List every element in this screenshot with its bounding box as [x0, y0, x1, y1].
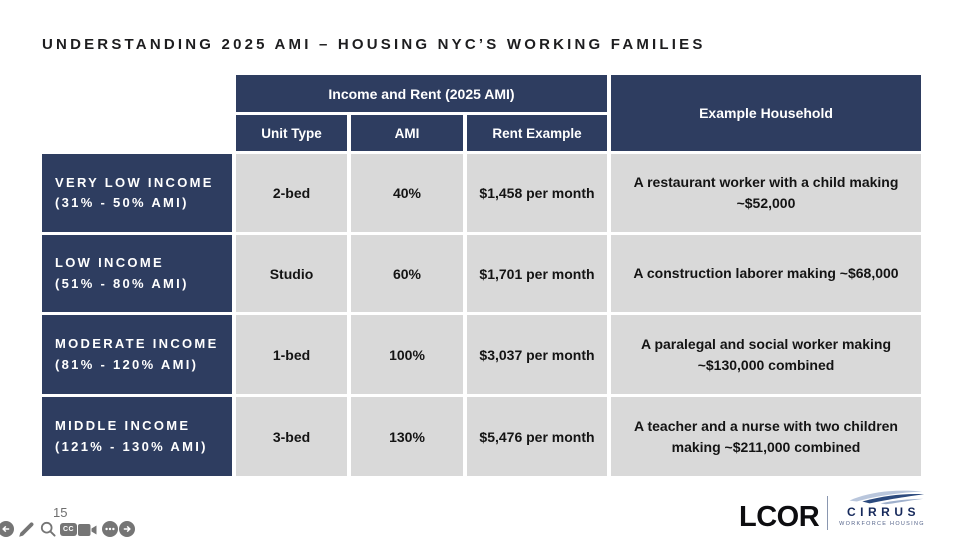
cell-example-household: A paralegal and social worker making ~$1… — [611, 315, 921, 394]
zoom-button[interactable] — [40, 521, 57, 538]
cell-example-household: A construction laborer making ~$68,000 — [611, 235, 921, 312]
table-header-ami: AMI — [351, 115, 463, 151]
previous-arrow-icon — [0, 521, 14, 537]
cell-unit-type: 3-bed — [236, 397, 347, 476]
row-label-low-income: LOW INCOME (51% - 80% AMI) — [42, 235, 232, 312]
more-dots-icon — [102, 521, 118, 537]
table-header-rent-example: Rent Example — [467, 115, 607, 151]
ami-table: Income and Rent (2025 AMI) Example House… — [42, 75, 921, 476]
pencil-icon — [19, 522, 34, 537]
cell-ami: 60% — [351, 235, 463, 312]
table-corner-spacer — [42, 75, 232, 151]
cell-rent: $1,701 per month — [467, 235, 607, 312]
page-number: 15 — [53, 505, 68, 520]
next-slide-button[interactable] — [119, 521, 136, 538]
pen-tool-button[interactable] — [18, 521, 35, 538]
row-label-moderate-income: MODERATE INCOME (81% - 120% AMI) — [42, 315, 232, 394]
video-camera-icon — [78, 524, 97, 536]
row-label-range: (51% - 80% AMI) — [55, 275, 189, 291]
cell-rent: $5,476 per month — [467, 397, 607, 476]
row-label-name: MODERATE INCOME — [55, 336, 219, 352]
row-label-name: LOW INCOME — [55, 255, 164, 271]
row-label-range: (81% - 120% AMI) — [55, 356, 199, 372]
lcor-logo: LCOR — [739, 501, 820, 533]
cirrus-cloud-swoosh-icon — [849, 490, 925, 505]
row-label-middle-income: MIDDLE INCOME (121% - 130% AMI) — [42, 397, 232, 476]
row-label-name: VERY LOW INCOME — [55, 174, 214, 190]
previous-slide-button[interactable] — [0, 521, 15, 538]
cell-unit-type: 2-bed — [236, 154, 347, 232]
table-header-example-household: Example Household — [611, 75, 921, 151]
cirrus-logo: CIRRUS WORKFORCE HOUSING — [836, 487, 928, 527]
closed-captions-icon: CC — [62, 526, 75, 533]
cell-rent: $3,037 per month — [467, 315, 607, 394]
slide-title: UNDERSTANDING 2025 AMI – HOUSING NYC’S W… — [42, 36, 706, 53]
cell-ami: 130% — [351, 397, 463, 476]
magnifier-icon — [40, 521, 56, 537]
table-header-income-rent: Income and Rent (2025 AMI) — [236, 75, 607, 112]
camera-button[interactable] — [78, 523, 97, 540]
cirrus-tagline: WORKFORCE HOUSING — [839, 521, 925, 527]
row-label-name: MIDDLE INCOME — [55, 418, 191, 434]
logo-divider — [827, 496, 828, 530]
next-arrow-icon — [119, 521, 135, 537]
cell-example-household: A restaurant worker with a child making … — [611, 154, 921, 232]
cirrus-wordmark: CIRRUS — [846, 505, 920, 519]
cell-unit-type: 1-bed — [236, 315, 347, 394]
more-options-button[interactable] — [102, 521, 119, 538]
row-label-range: (121% - 130% AMI) — [55, 438, 208, 454]
row-label-range: (31% - 50% AMI) — [55, 195, 189, 210]
table-header-unit-type: Unit Type — [236, 115, 347, 151]
cell-ami: 100% — [351, 315, 463, 394]
cell-ami: 40% — [351, 154, 463, 232]
cell-rent: $1,458 per month — [467, 154, 607, 232]
cell-example-household: A teacher and a nurse with two children … — [611, 397, 921, 476]
row-label-very-low-income: VERY LOW INCOME (31% - 50% AMI) — [42, 154, 232, 232]
cell-unit-type: Studio — [236, 235, 347, 312]
captions-button[interactable]: CC — [60, 523, 77, 536]
